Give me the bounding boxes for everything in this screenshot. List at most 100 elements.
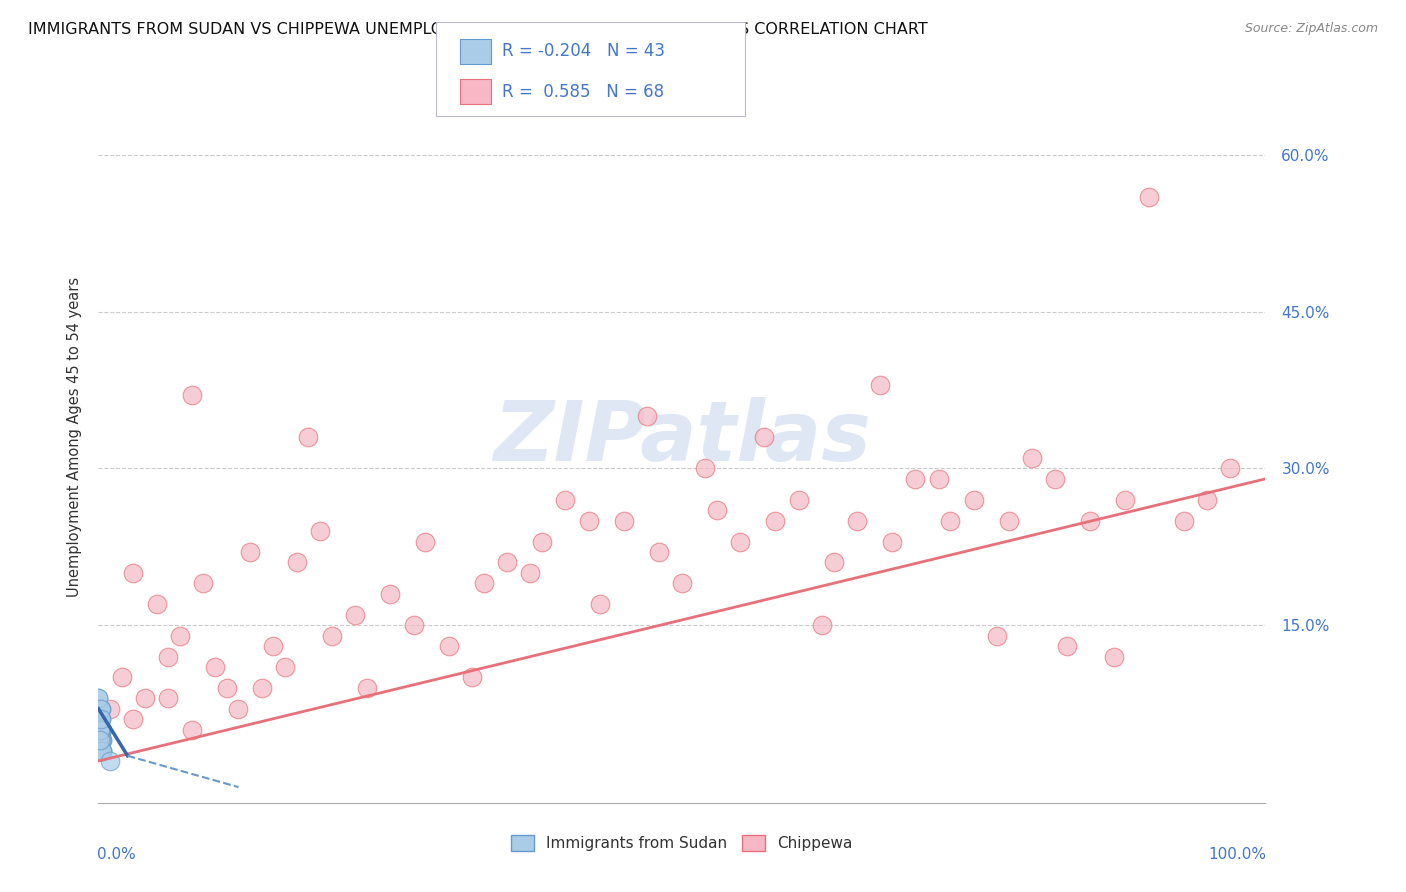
Point [90, 702, 112, 716]
Point [90, 723, 112, 737]
Point [122, 712, 145, 726]
Point [89, 702, 111, 716]
Point [89, 733, 111, 747]
Point [87, 702, 110, 716]
Point [297, 430, 319, 444]
Point [87, 733, 110, 747]
Point [356, 681, 378, 695]
Point [285, 556, 308, 570]
Point [180, 723, 202, 737]
Point [1137, 190, 1160, 204]
Point [939, 514, 962, 528]
Point [90, 733, 112, 747]
Point [87, 743, 110, 757]
Point [89, 723, 111, 737]
Point [122, 566, 145, 580]
Point [554, 492, 576, 507]
Point [671, 576, 693, 591]
Point [90, 702, 112, 716]
Point [309, 524, 332, 538]
Point [904, 472, 927, 486]
Point [578, 514, 600, 528]
Point [90, 743, 112, 757]
Point [89, 712, 111, 726]
Point [89, 712, 111, 726]
Point [215, 681, 238, 695]
Legend: Immigrants from Sudan, Chippewa: Immigrants from Sudan, Chippewa [505, 830, 859, 857]
Point [344, 607, 367, 622]
Text: Source: ZipAtlas.com: Source: ZipAtlas.com [1244, 22, 1378, 36]
Point [763, 514, 786, 528]
Point [752, 430, 775, 444]
Point [869, 377, 891, 392]
Point [321, 629, 343, 643]
Point [87, 733, 110, 747]
Point [134, 691, 156, 706]
Text: ZIPatlas: ZIPatlas [494, 397, 870, 477]
Point [613, 514, 636, 528]
Point [90, 723, 112, 737]
Point [823, 556, 845, 570]
Point [461, 670, 484, 684]
Point [1045, 472, 1067, 486]
Point [87, 712, 110, 726]
Point [962, 492, 984, 507]
Point [636, 409, 658, 424]
Point [1021, 450, 1043, 465]
Point [496, 556, 519, 570]
Point [997, 514, 1019, 528]
Point [986, 629, 1008, 643]
Point [228, 702, 250, 716]
Point [589, 597, 612, 611]
Point [90, 743, 112, 757]
Point [87, 733, 110, 747]
Point [111, 670, 134, 684]
Point [880, 534, 903, 549]
Point [274, 660, 297, 674]
Point [928, 472, 950, 486]
Point [1080, 514, 1102, 528]
Point [180, 388, 202, 402]
Text: IMMIGRANTS FROM SUDAN VS CHIPPEWA UNEMPLOYMENT AMONG AGES 45 TO 54 YEARS CORRELA: IMMIGRANTS FROM SUDAN VS CHIPPEWA UNEMPL… [28, 22, 928, 37]
Point [250, 681, 273, 695]
Y-axis label: Unemployment Among Ages 45 to 54 years: Unemployment Among Ages 45 to 54 years [66, 277, 82, 597]
Point [90, 723, 112, 737]
Point [89, 723, 111, 737]
Point [89, 743, 111, 757]
Point [87, 712, 110, 726]
Text: R =  0.585   N = 68: R = 0.585 N = 68 [502, 83, 664, 101]
Point [90, 733, 112, 747]
Point [89, 723, 111, 737]
Point [89, 733, 111, 747]
Point [1219, 461, 1241, 475]
Point [89, 733, 111, 747]
Point [169, 629, 191, 643]
Point [437, 639, 460, 653]
Point [90, 723, 112, 737]
Point [380, 587, 402, 601]
Point [204, 660, 226, 674]
Point [90, 712, 112, 726]
Text: R = -0.204   N = 43: R = -0.204 N = 43 [502, 42, 665, 61]
Point [98, 702, 121, 716]
Text: 100.0%: 100.0% [1209, 847, 1267, 862]
Point [89, 723, 111, 737]
Point [413, 534, 436, 549]
Point [90, 743, 112, 757]
Point [1173, 514, 1195, 528]
Point [90, 743, 112, 757]
Point [402, 618, 425, 632]
Point [98, 754, 121, 768]
Point [90, 733, 112, 747]
Point [89, 712, 111, 726]
Point [647, 545, 669, 559]
Point [730, 534, 752, 549]
Point [1102, 649, 1125, 664]
Point [146, 597, 169, 611]
Point [87, 702, 110, 716]
Point [811, 618, 834, 632]
Point [239, 545, 262, 559]
Point [1195, 492, 1218, 507]
Point [90, 743, 112, 757]
Point [157, 691, 180, 706]
